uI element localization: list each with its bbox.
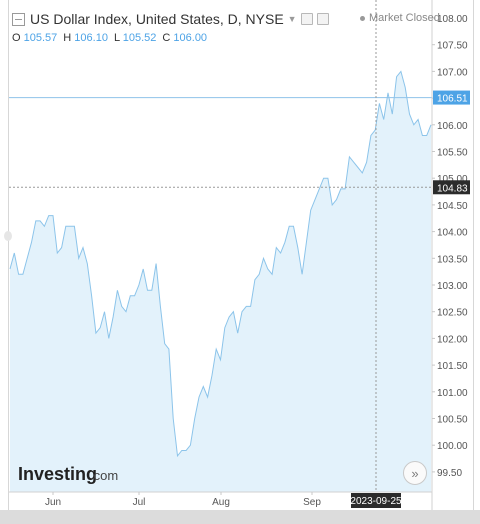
y-tick-label: 99.50 — [437, 468, 462, 479]
investing-logo-suffix: .com — [90, 468, 118, 483]
x-tick-label: Jun — [45, 497, 61, 508]
y-tick-label: 107.50 — [437, 41, 468, 52]
y-tick-label: 104.50 — [437, 201, 468, 212]
y-tick-label: 102.50 — [437, 308, 468, 319]
x-tick-label: Jul — [133, 497, 146, 508]
status-text: Market Closed — [369, 12, 440, 24]
y-tick-label: 108.00 — [437, 14, 468, 25]
bottom-scrollbar[interactable] — [0, 510, 480, 524]
y-tick-label: 100.00 — [437, 441, 468, 452]
x-tick-label: Sep — [303, 497, 321, 508]
series-area — [10, 71, 431, 493]
collapse-icon[interactable] — [12, 12, 25, 26]
caret-down-icon[interactable]: ▼ — [287, 14, 297, 24]
y-tick-label: 107.00 — [437, 67, 468, 78]
ohlc-row: O 105.57 H 106.10 L 105.52 C 106.00 — [12, 32, 432, 44]
chart-title: US Dollar Index, United States, D, NYSE — [30, 11, 284, 27]
y-tick-label: 105.50 — [437, 148, 468, 159]
status-dot-icon — [360, 15, 365, 21]
scroll-right-icon[interactable]: » — [403, 461, 427, 485]
market-status: Market Closed — [360, 12, 440, 24]
ohlc-open: O 105.57 — [12, 32, 58, 44]
y-tick-label: 104.00 — [437, 228, 468, 239]
close-icon[interactable] — [316, 13, 329, 25]
last-price-badge — [433, 90, 470, 105]
crosshair-date-badge — [351, 493, 401, 508]
y-tick-label: 103.50 — [437, 254, 468, 265]
last-price-label: 106.51 — [437, 94, 468, 105]
y-tick-label: 106.00 — [437, 121, 468, 132]
x-tick-label: Aug — [212, 497, 230, 508]
y-tick-label: 101.00 — [437, 388, 468, 399]
y-tick-label: 101.50 — [437, 361, 468, 372]
title-row: US Dollar Index, United States, D, NYSE … — [12, 10, 432, 28]
settings-icon[interactable] — [300, 13, 313, 25]
y-tick-label: 103.00 — [437, 281, 468, 292]
crosshair-date-label: 2023-09-25 — [350, 496, 402, 507]
crosshair-price-badge — [433, 180, 470, 195]
chart-header: US Dollar Index, United States, D, NYSE … — [12, 10, 432, 50]
series-line — [9, 70, 432, 458]
ohlc-close: C 106.00 — [162, 32, 208, 44]
ohlc-low: L 105.52 — [113, 32, 157, 44]
y-tick-label: 105.00 — [437, 174, 468, 185]
investing-logo: Investing — [18, 464, 97, 484]
y-tick-label: 102.00 — [437, 334, 468, 345]
crosshair-price-label: 104.83 — [437, 183, 468, 194]
left-drag-handle[interactable] — [4, 231, 12, 241]
ohlc-high: H 106.10 — [63, 32, 108, 44]
y-tick-label: 100.50 — [437, 415, 468, 426]
